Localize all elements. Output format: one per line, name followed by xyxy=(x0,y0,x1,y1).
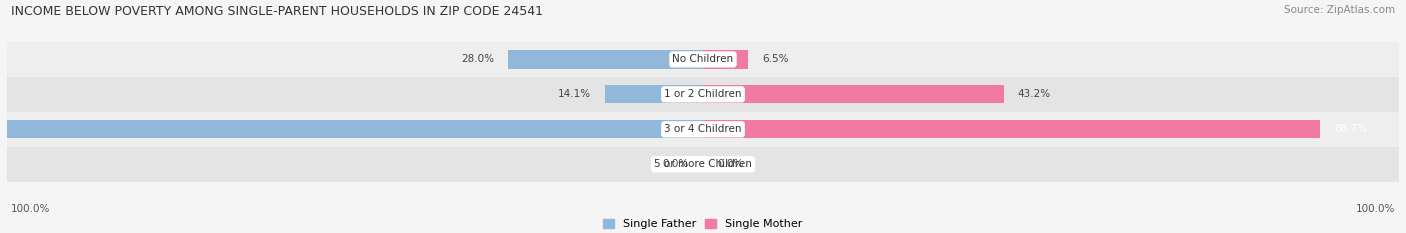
Text: 88.7%: 88.7% xyxy=(1334,124,1368,134)
Bar xyxy=(703,85,1004,103)
Bar xyxy=(7,112,1399,147)
Text: 14.1%: 14.1% xyxy=(558,89,591,99)
Bar xyxy=(7,147,1399,182)
Text: 3 or 4 Children: 3 or 4 Children xyxy=(664,124,742,134)
Text: 28.0%: 28.0% xyxy=(461,55,495,64)
Text: 43.2%: 43.2% xyxy=(1018,89,1050,99)
Text: 6.5%: 6.5% xyxy=(762,55,789,64)
Text: Source: ZipAtlas.com: Source: ZipAtlas.com xyxy=(1284,5,1395,15)
Text: 0.0%: 0.0% xyxy=(662,159,689,169)
Text: 0.0%: 0.0% xyxy=(717,159,744,169)
Bar xyxy=(703,120,1320,138)
Text: INCOME BELOW POVERTY AMONG SINGLE-PARENT HOUSEHOLDS IN ZIP CODE 24541: INCOME BELOW POVERTY AMONG SINGLE-PARENT… xyxy=(11,5,543,18)
Bar xyxy=(508,50,703,69)
Bar xyxy=(7,120,703,138)
Text: 5 or more Children: 5 or more Children xyxy=(654,159,752,169)
Text: 100.0%: 100.0% xyxy=(11,204,51,214)
Text: 1 or 2 Children: 1 or 2 Children xyxy=(664,89,742,99)
Legend: Single Father, Single Mother: Single Father, Single Mother xyxy=(603,219,803,229)
Bar xyxy=(7,77,1399,112)
Bar xyxy=(703,50,748,69)
Bar xyxy=(605,85,703,103)
Text: No Children: No Children xyxy=(672,55,734,64)
Bar xyxy=(7,42,1399,77)
Text: 100.0%: 100.0% xyxy=(1355,204,1395,214)
